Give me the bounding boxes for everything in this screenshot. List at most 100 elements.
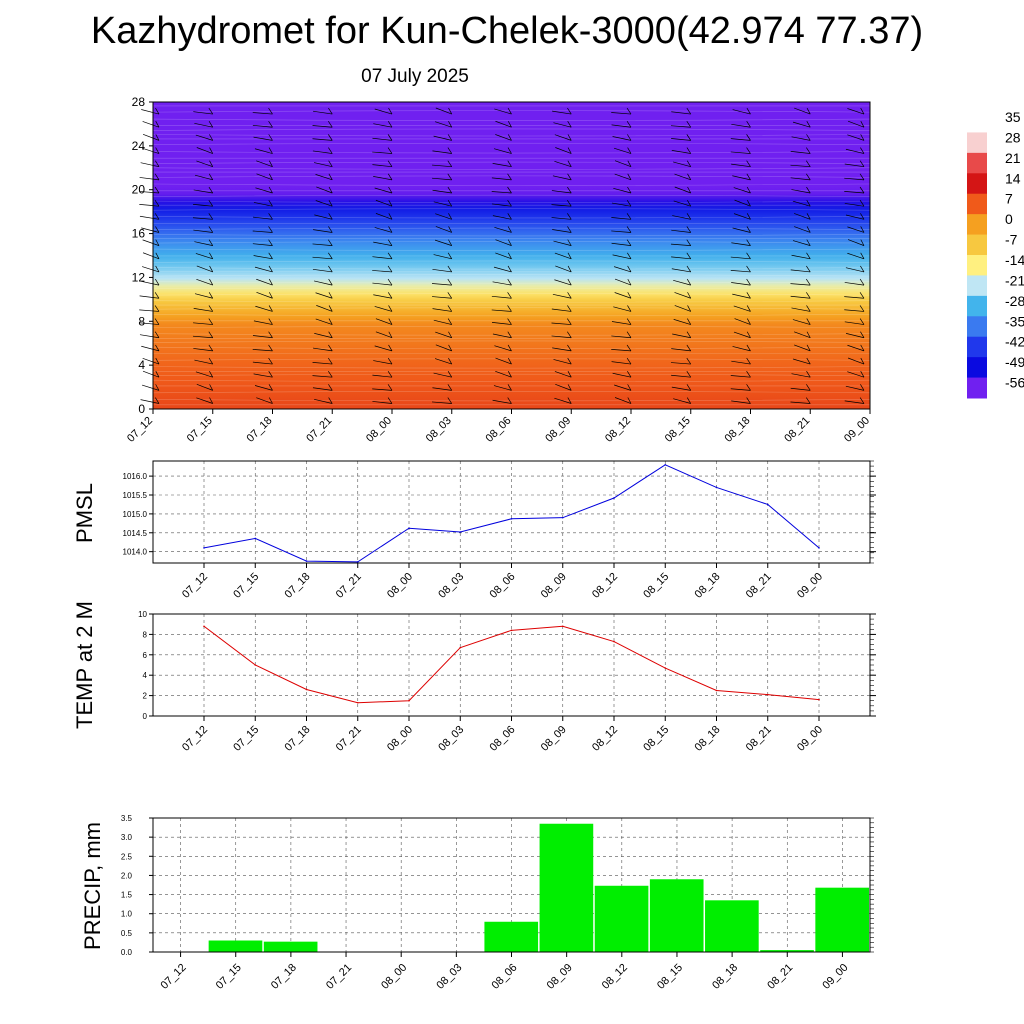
precip-bar xyxy=(760,950,814,952)
wind-barb xyxy=(142,357,160,365)
wind-barb xyxy=(193,305,214,312)
contour-line xyxy=(152,346,871,349)
wind-barb xyxy=(611,199,632,207)
wind-barb xyxy=(845,384,865,391)
contour-line xyxy=(152,379,871,382)
wind-barb xyxy=(554,160,572,168)
wind-barb xyxy=(141,384,160,391)
contour-line xyxy=(152,161,871,164)
data-point xyxy=(203,547,205,549)
data-point xyxy=(356,561,359,563)
wind-barb xyxy=(252,239,273,246)
wind-barb xyxy=(372,147,393,154)
wind-barb xyxy=(432,384,453,391)
contour-line xyxy=(152,110,871,113)
wind-barb xyxy=(554,134,572,141)
wind-barb xyxy=(494,226,512,233)
wind-barb xyxy=(611,318,632,325)
x-tick-label: 08_18 xyxy=(693,724,723,754)
wind-barb xyxy=(732,226,751,233)
y-tick-label: 3.0 xyxy=(121,833,133,842)
precip-bar xyxy=(208,940,263,952)
y-tick-label: 24 xyxy=(132,139,146,153)
wind-barb xyxy=(139,213,160,220)
contour-line xyxy=(152,267,871,270)
wind-barb xyxy=(844,318,865,325)
wind-barb xyxy=(312,265,333,273)
y-axis-label: PMSL xyxy=(72,483,97,543)
contour-line xyxy=(152,134,871,137)
wind-barb xyxy=(375,331,393,339)
y-tick-label: 2.5 xyxy=(121,852,133,861)
wind-barb xyxy=(672,213,692,220)
wind-barb xyxy=(733,305,751,312)
wind-barb xyxy=(612,134,632,141)
colorbar-swatch xyxy=(967,132,987,154)
wind-barb xyxy=(494,107,512,115)
wind-barb xyxy=(847,357,865,365)
wind-barb xyxy=(613,265,632,273)
wind-barb xyxy=(553,357,572,365)
wind-barb xyxy=(196,160,214,168)
wind-barb xyxy=(433,134,453,141)
x-tick-label: 09_00 xyxy=(795,571,825,601)
x-tick-label: 07_21 xyxy=(304,415,334,445)
wind-barb xyxy=(435,213,453,220)
contour-line xyxy=(152,373,871,376)
wind-barb xyxy=(312,147,333,154)
wind-barb xyxy=(372,397,393,404)
wind-barb xyxy=(671,265,692,273)
wind-barb xyxy=(256,173,273,181)
wind-barb xyxy=(193,344,214,352)
colorbar-swatch xyxy=(967,234,987,256)
colorbar-swatch xyxy=(967,152,987,174)
x-tick-label: 07_18 xyxy=(283,571,313,601)
x-tick-label: 07_12 xyxy=(159,962,189,992)
contour-line xyxy=(152,366,871,369)
wind-barb xyxy=(674,173,692,181)
wind-barb xyxy=(492,331,512,339)
wind-barb xyxy=(495,357,512,365)
wind-barb xyxy=(613,186,632,194)
x-tick-label: 07_12 xyxy=(180,571,210,601)
colorbar-label: 35 xyxy=(1005,109,1021,125)
wind-barb xyxy=(551,318,572,325)
wind-barb xyxy=(673,397,692,404)
wind-barb xyxy=(493,384,512,391)
colorbar-swatch xyxy=(967,173,987,195)
wind-barb xyxy=(671,384,692,391)
wind-barb xyxy=(670,239,692,246)
wind-barb xyxy=(554,252,572,260)
precip-bar xyxy=(484,921,539,952)
wind-barb xyxy=(730,384,751,391)
x-tick-label: 08_03 xyxy=(434,962,464,992)
wind-barb xyxy=(432,147,453,154)
colorbar-swatch xyxy=(967,112,987,133)
wind-barb xyxy=(373,121,393,128)
x-tick-label: 07_12 xyxy=(180,724,210,754)
wind-barb xyxy=(194,239,214,246)
wind-barb xyxy=(844,160,865,168)
wind-barb xyxy=(730,252,751,260)
wind-barb xyxy=(673,199,692,207)
wind-barb xyxy=(734,318,751,325)
wind-barb xyxy=(194,173,214,181)
wind-barb xyxy=(255,186,273,194)
wind-barb xyxy=(791,134,811,141)
wind-barb xyxy=(435,226,453,233)
contour-line xyxy=(152,300,871,303)
wind-barb xyxy=(790,160,811,168)
data-point xyxy=(818,698,820,701)
data-point xyxy=(459,531,462,533)
wind-barb xyxy=(432,265,453,273)
colorbar-swatch xyxy=(967,255,987,276)
contour-line xyxy=(152,167,871,170)
wind-barb xyxy=(435,331,453,339)
data-point xyxy=(613,497,615,499)
wind-barb xyxy=(847,344,865,352)
wind-barb xyxy=(139,318,160,325)
x-tick-label: 08_18 xyxy=(693,571,723,601)
contour-line xyxy=(152,241,871,244)
wind-barb xyxy=(614,173,632,181)
